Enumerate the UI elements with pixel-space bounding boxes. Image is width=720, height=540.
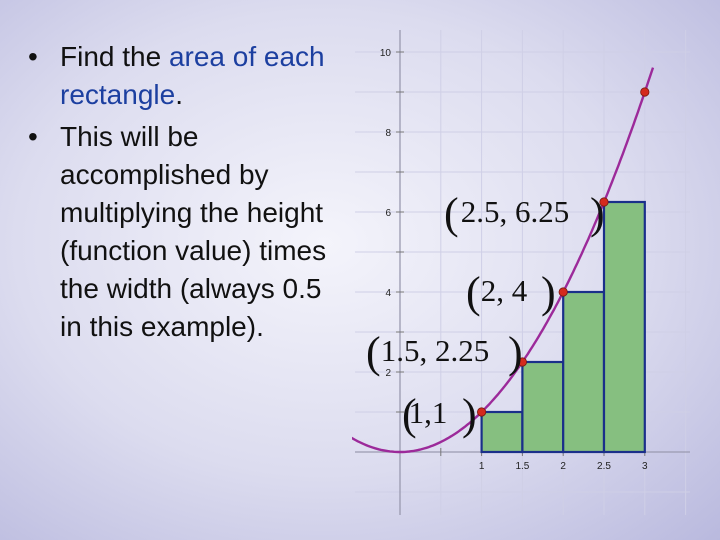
label-open-paren: ( — [444, 189, 459, 238]
label-coordinates: 2.5, 6.25 — [461, 194, 570, 229]
label-close-paren: ) — [462, 390, 477, 439]
x-tick-label: 3 — [642, 461, 648, 472]
bullet-list: • Find the area of each rectangle. • Thi… — [28, 38, 328, 350]
point-label: (2.5, 6.25) — [444, 189, 605, 238]
data-point — [599, 197, 609, 207]
bullet-text: This will be accomplished by multiplying… — [60, 121, 327, 342]
bullet-item: • This will be accomplished by multiplyi… — [28, 118, 328, 346]
label-close-paren: ) — [590, 189, 605, 238]
point-label: (1.5, 2.25) — [366, 328, 523, 377]
bullet-text-end: . — [175, 79, 183, 110]
data-point — [476, 407, 487, 417]
data-point — [558, 287, 568, 297]
x-tick-label: 2 — [560, 461, 566, 472]
y-tick-label: 4 — [385, 288, 391, 299]
bars — [480, 200, 646, 454]
x-tick-label: 2.5 — [597, 461, 611, 472]
data-point — [640, 87, 650, 97]
points — [476, 87, 650, 417]
y-tick-label: 2 — [385, 368, 391, 379]
label-coordinates: 2, 4 — [481, 273, 528, 308]
bullet-marker: • — [28, 121, 38, 152]
bar — [521, 360, 565, 454]
bar — [562, 290, 606, 454]
point-labels: (1,1)(1.5, 2.25)(2, 4)(2.5, 6.25) — [366, 189, 605, 439]
label-close-paren: ) — [541, 268, 556, 317]
label-coordinates: 1.5, 2.25 — [381, 333, 490, 368]
label-open-paren: ( — [466, 268, 481, 317]
data-point — [517, 357, 528, 367]
bullet-text: Find the — [60, 41, 169, 72]
y-tick-label: 10 — [380, 48, 392, 59]
point-label: (1,1) — [402, 390, 477, 439]
x-tick-label: 1.5 — [515, 461, 529, 472]
point-label: (2, 4) — [466, 268, 556, 317]
y-tick-label: 8 — [385, 128, 391, 139]
bar — [480, 410, 524, 454]
x-tick-label: 1 — [479, 461, 485, 472]
label-open-paren: ( — [366, 328, 381, 377]
y-tick-label: 6 — [385, 208, 391, 219]
bar — [602, 200, 646, 454]
label-coordinates: 1,1 — [409, 395, 448, 430]
bullet-marker: • — [28, 41, 38, 72]
tick-labels: 1 1.5 2 2.5 3 2 4 6 8 10 — [380, 48, 648, 472]
bullet-highlight: area of each rectangle — [60, 41, 325, 110]
label-open-paren: ( — [402, 390, 417, 439]
bullet-item: • Find the area of each rectangle. — [28, 38, 328, 114]
label-close-paren: ) — [508, 328, 523, 377]
